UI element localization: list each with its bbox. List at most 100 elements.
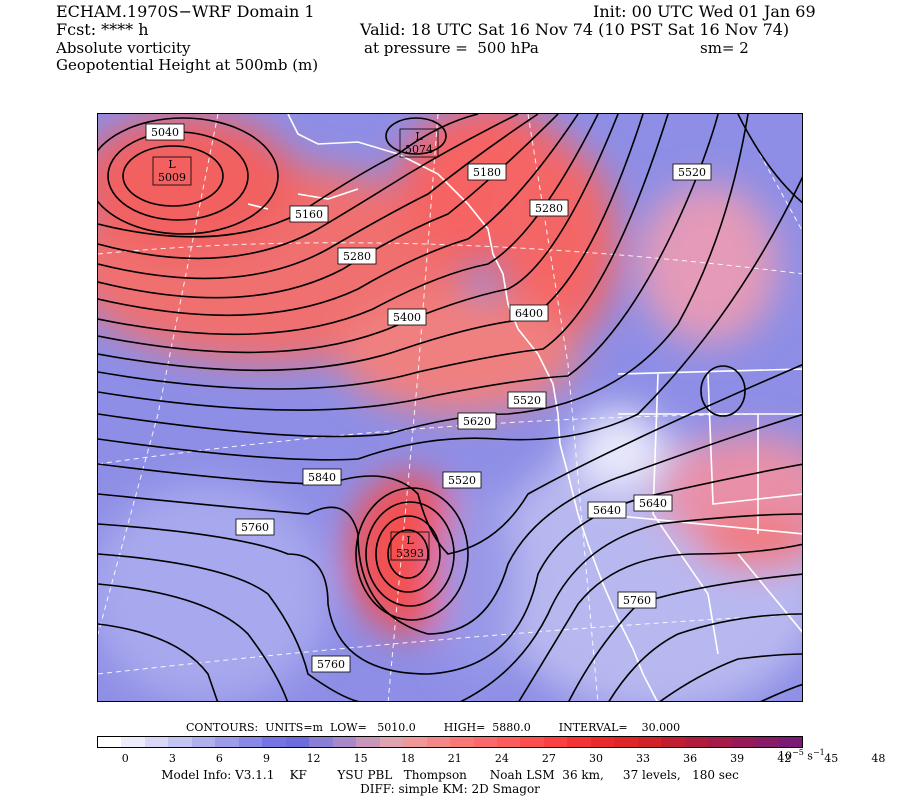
colorbar-swatch [543,737,568,747]
colorbar-swatch [567,737,591,747]
contour-label: 5640 [587,501,627,519]
colorbar-swatch [332,737,357,747]
svg-text:L: L [415,130,423,143]
pressure-level: at pressure = 500 hPa [364,39,539,57]
svg-text:5074: 5074 [405,143,433,156]
svg-text:5520: 5520 [448,474,476,487]
svg-text:5520: 5520 [678,166,706,179]
map-panel: 5040 L 5074 L 5009 5160 5180 5280 5280 552… [97,113,803,702]
colorbar-swatch [285,737,310,747]
contour-label: 5160 [289,205,329,223]
svg-text:5280: 5280 [535,202,563,215]
model-title: ECHAM.1970S−WRF Domain 1 [56,2,315,21]
contour-info: CONTOURS: UNITS=m LOW= 5010.0 HIGH= 5880… [186,721,681,734]
colorbar-swatch [450,737,474,747]
colorbar-swatch [520,737,544,747]
colorbar-swatch [356,737,380,747]
colorbar-tick-label: 45 [824,752,839,765]
colorbar-swatch [637,737,662,747]
colorbar-swatch [403,737,427,747]
colorbar-swatch [496,737,521,747]
diff-info: DIFF: simple KM: 2D Smagor [360,782,540,796]
svg-text:5640: 5640 [593,504,621,517]
colorbar-swatch [168,737,192,747]
field-name-2: Geopotential Height at 500mb (m) [56,56,319,74]
svg-text:L: L [168,158,176,171]
contour-label: 5640 [633,494,673,512]
init-time: Init: 00 UTC Wed 01 Jan 69 [593,2,816,21]
colorbar-swatch [661,737,685,747]
svg-text:5640: 5640 [639,497,667,510]
svg-text:5180: 5180 [473,166,501,179]
colorbar-tick-label: 30 [588,752,603,765]
colorbar-tick-label: 36 [683,752,698,765]
colorbar-tick-label: 42 [777,752,792,765]
colorbar-swatch [309,737,333,747]
colorbar-swatch [614,737,638,747]
svg-text:5760: 5760 [317,658,345,671]
svg-text:5620: 5620 [463,415,491,428]
colorbar-tick-label: 12 [306,752,321,765]
colorbar-swatch [708,737,732,747]
svg-text:5760: 5760 [241,521,269,534]
svg-text:L: L [406,534,414,547]
coastlines [247,114,802,701]
svg-text:5040: 5040 [151,126,179,139]
colorbar-tick-label: 39 [730,752,745,765]
colorbar-ticks: 0 3 6 9 12 15 18 21 24 27 30 33 36 39 42 45 48 [97,752,886,766]
colorbar-swatch [731,737,756,747]
smoothing: sm= 2 [700,39,749,57]
colorbar-swatch [144,737,169,747]
colorbar-swatch [238,737,263,747]
svg-text:5009: 5009 [158,171,186,184]
valid-time: Valid: 18 UTC Sat 16 Nov 74 (10 PST Sat … [360,20,790,39]
svg-text:5840: 5840 [308,471,336,484]
colorbar-swatch [98,737,122,747]
contour-label: 5520 [442,471,482,489]
field-name-1: Absolute vorticity [56,39,191,57]
svg-text:5520: 5520 [513,394,541,407]
colorbar-tick-label: 6 [215,752,223,765]
svg-text:5400: 5400 [393,311,421,324]
svg-text:5280: 5280 [343,250,371,263]
colorbar-tick-label: 33 [636,752,651,765]
colorbar-tick-label: 3 [168,752,176,765]
svg-text:5393: 5393 [396,547,424,560]
colorbar-tick-label: 21 [447,752,462,765]
contour-label: 5180 [467,163,507,181]
colorbar-tick-label: 15 [353,752,368,765]
colorbar-tick-label: 0 [121,752,129,765]
contour-label: 5760 [311,655,351,673]
contour-label: 5760 [235,518,275,536]
colorbar-swatch [590,737,615,747]
contour-label: 5400 [387,308,427,326]
colorbar-swatch [379,737,404,747]
svg-text:5760: 5760 [623,594,651,607]
colorbar-tick-label: 48 [871,752,886,765]
svg-text:6400: 6400 [515,307,543,320]
colorbar-swatch [684,737,709,747]
contour-label: 5280 [337,247,377,265]
model-info: Model Info: V3.1.1 KF YSU PBL Thompson N… [161,768,739,782]
colorbar [97,736,803,748]
contour-label: 5520 [672,163,712,181]
contour-label: 5520 [507,391,547,409]
colorbar-tick-label: 9 [263,752,270,765]
colorbar-tick-label: 24 [494,752,509,765]
contour-label: 5840 [302,468,342,486]
colorbar-swatch [473,737,497,747]
colorbar-swatch [215,737,239,747]
colorbar-swatch [426,737,451,747]
colorbar-swatch [121,737,145,747]
colorbar-swatch [778,737,803,747]
colorbar-tick-label: 27 [541,752,556,765]
colorbar-swatch [191,737,216,747]
colorbar-swatch [262,737,286,747]
colorbar-tick-label: 18 [400,752,415,765]
contour-label: 5280 [529,199,569,217]
